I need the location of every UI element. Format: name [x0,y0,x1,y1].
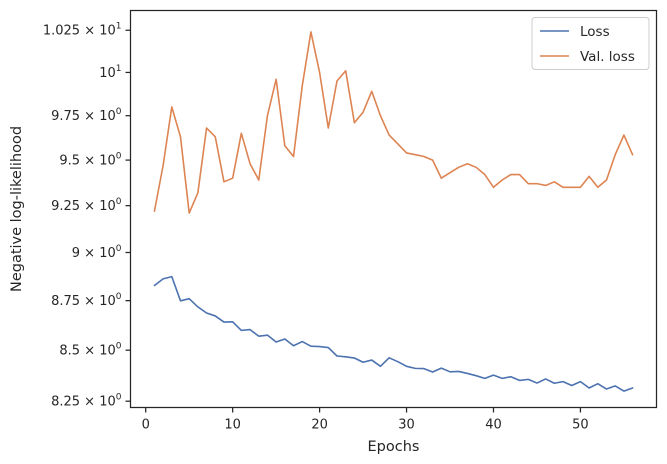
x-axis-title: Epochs [368,439,420,455]
x-axis-ticks: 0 10 20 30 40 50 [142,407,589,433]
x-tick-label: 10 [224,418,241,433]
x-tick-label: 30 [398,418,415,433]
x-tick-label: 40 [485,418,502,433]
legend-label-val-loss: Val. loss [580,49,635,65]
plot-area [129,9,658,409]
y-tick-label: 8.75 × 100 [51,292,122,309]
legend-label-loss: Loss [580,24,610,40]
y-tick-label: 101 [99,64,121,81]
y-tick-label: 9.75 × 100 [51,107,122,124]
y-tick-label: 9 × 100 [72,244,122,261]
axes-frame [129,9,658,409]
y-axis-title: Negative log-likelihood [9,126,25,292]
series-line-val-loss [153,31,634,214]
legend: Loss Val. loss [531,17,650,70]
series-layer [153,31,634,392]
y-tick-label: 9.5 × 100 [59,152,121,169]
series-line-loss [153,275,634,392]
y-tick-label: 8.25 × 100 [51,393,122,410]
x-tick-label: 0 [142,418,150,433]
y-tick-label: 9.25 × 100 [51,197,122,214]
y-axis-ticks: 8.25 × 100 8.5 × 100 8.75 × 100 9 × 100 9.25… [43,22,131,410]
y-tick-label: 8.5 × 100 [59,342,121,359]
x-tick-label: 50 [572,418,589,433]
y-tick-label: 1.025 × 101 [43,22,122,39]
x-tick-label: 20 [311,418,328,433]
